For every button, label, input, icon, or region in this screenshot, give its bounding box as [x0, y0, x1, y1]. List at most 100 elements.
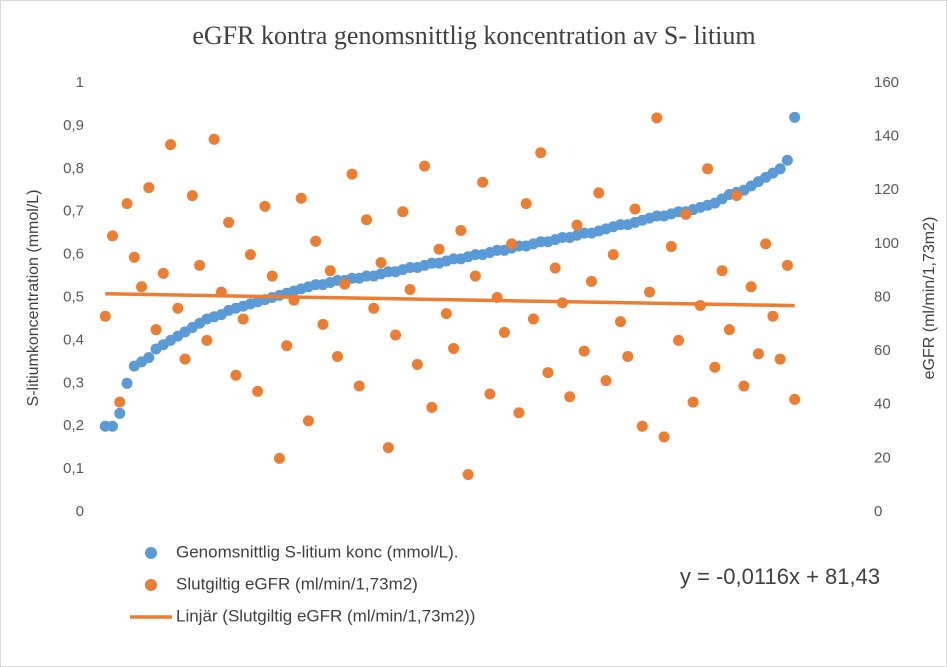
- data-point: [179, 353, 191, 365]
- y-tick-label: 0,2: [63, 417, 84, 434]
- data-point: [201, 334, 213, 346]
- data-point: [281, 340, 293, 352]
- y-tick-label: 0,4: [63, 331, 84, 348]
- data-point: [331, 350, 343, 362]
- data-point: [194, 259, 206, 271]
- data-point: [302, 415, 314, 427]
- data-point: [361, 214, 373, 226]
- legend-marker: [145, 547, 157, 559]
- data-point: [774, 163, 786, 175]
- data-point: [295, 192, 307, 204]
- data-point: [390, 329, 402, 341]
- data-point: [411, 359, 423, 371]
- data-point: [615, 316, 627, 328]
- data-point: [781, 259, 793, 271]
- data-point: [607, 249, 619, 261]
- legend-label: Linjär (Slutgiltig eGFR (ml/min/1,73m2)): [176, 606, 475, 625]
- y2-tick-label: 120: [874, 181, 899, 198]
- y2-tick-label: 60: [874, 342, 891, 359]
- data-point: [752, 348, 764, 360]
- data-point: [702, 163, 714, 175]
- data-point: [462, 468, 474, 480]
- y2-tick-label: 80: [874, 288, 891, 305]
- data-point: [346, 168, 358, 180]
- data-point: [310, 235, 322, 247]
- data-point: [542, 367, 554, 379]
- data-point: [585, 275, 597, 287]
- data-point: [99, 310, 111, 322]
- legend-label: Genomsnittlig S-litium konc (mmol/L).: [176, 542, 458, 561]
- y2-tick-label: 40: [874, 396, 891, 413]
- data-point: [121, 198, 133, 210]
- data-point: [157, 267, 169, 279]
- y-tick-label: 0: [76, 503, 84, 520]
- data-point: [651, 112, 663, 124]
- data-point: [223, 216, 235, 228]
- data-point: [520, 198, 532, 210]
- chart-title: eGFR kontra genomsnittlig koncentration …: [192, 21, 755, 50]
- data-point: [426, 401, 438, 413]
- y2-tick-label: 20: [874, 449, 891, 466]
- data-point: [317, 318, 329, 330]
- y-tick-label: 0,6: [63, 246, 84, 263]
- data-point: [622, 350, 634, 362]
- data-point: [208, 133, 220, 145]
- data-point: [448, 342, 460, 354]
- data-point: [629, 203, 641, 215]
- trendline-equation: y = -0,0116x + 81,43: [680, 564, 880, 589]
- data-point: [266, 270, 278, 282]
- data-point: [114, 396, 126, 408]
- data-point: [709, 361, 721, 373]
- data-point: [760, 238, 772, 250]
- legend-label: Slutgiltig eGFR (ml/min/1,73m2): [176, 574, 418, 593]
- y-tick-label: 0,9: [63, 117, 84, 134]
- data-point: [143, 182, 155, 194]
- data-point: [549, 262, 561, 274]
- y-tick-label: 0,1: [63, 460, 84, 477]
- data-point: [789, 111, 801, 123]
- y-tick-label: 0,8: [63, 160, 84, 177]
- data-point: [368, 302, 380, 314]
- data-point: [636, 420, 648, 432]
- data-point: [564, 391, 576, 403]
- data-point: [789, 393, 801, 405]
- y-axis-title: S-litiumkoncentration (mmol/L): [25, 190, 42, 407]
- data-point: [665, 241, 677, 253]
- y2-tick-label: 0: [874, 503, 882, 520]
- data-point: [397, 206, 409, 218]
- data-point: [172, 302, 184, 314]
- data-point: [731, 190, 743, 202]
- y2-axis-title: eGFR (ml/min/1,73m2): [921, 217, 938, 380]
- data-point: [339, 278, 351, 290]
- trendline: [105, 292, 795, 308]
- data-point: [419, 160, 431, 172]
- y-tick-label: 0,7: [63, 203, 84, 220]
- data-point: [136, 281, 148, 293]
- data-point: [237, 313, 249, 325]
- data-point: [259, 200, 271, 212]
- data-point: [128, 251, 140, 263]
- data-point: [644, 286, 656, 298]
- y-tick-label: 0,3: [63, 374, 84, 391]
- data-point: [477, 176, 489, 188]
- data-point: [165, 139, 177, 151]
- y2-tick-label: 160: [874, 74, 899, 91]
- data-point: [186, 190, 198, 202]
- data-point: [433, 243, 445, 255]
- data-point: [527, 313, 539, 325]
- data-point: [745, 281, 757, 293]
- data-point: [687, 396, 699, 408]
- data-point: [484, 388, 496, 400]
- legend-marker: [145, 579, 157, 591]
- y-tick-label: 0,5: [63, 288, 84, 305]
- data-point: [498, 326, 510, 338]
- data-point: [571, 219, 583, 231]
- y2-tick-label: 140: [874, 128, 899, 145]
- y-tick-label: 1: [76, 74, 84, 91]
- data-point: [513, 407, 525, 419]
- data-point: [252, 385, 264, 397]
- data-point: [114, 407, 126, 419]
- data-point: [382, 442, 394, 454]
- data-point: [680, 208, 692, 220]
- data-point: [716, 265, 728, 277]
